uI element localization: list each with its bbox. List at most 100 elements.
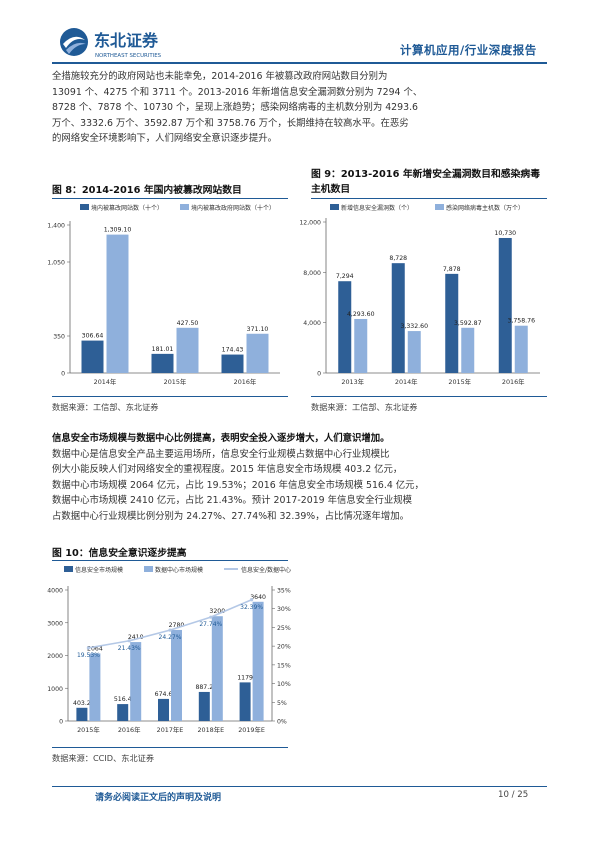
page-number: 10 / 25 <box>498 790 529 800</box>
bar-value-label: 3640 <box>250 594 266 601</box>
x-tick-label: 2016年 <box>234 377 257 386</box>
fig10-title: 图 10：信息安全意识逐步提高 <box>52 548 187 559</box>
line-value-label: 24.27% <box>159 634 182 641</box>
fig9-source: 数据来源：工信部、东北证券 <box>311 402 418 412</box>
line-value-label: 27.74% <box>199 621 222 628</box>
y2-tick-label: 35% <box>277 588 291 595</box>
bar-value-label: 3,758.76 <box>507 318 535 325</box>
bar-value-label: 887.2 <box>195 684 213 691</box>
bar-value-label: 10,730 <box>494 230 516 237</box>
bar <box>130 642 142 721</box>
x-tick-label: 2015年 <box>77 725 100 734</box>
paragraph-line: 的网络安全环境影响下，人们网络安全意识逐步提升。 <box>52 133 278 145</box>
footer-divider <box>52 786 547 787</box>
bar-value-label: 7,878 <box>443 266 461 273</box>
fig9-chart: 新增信息安全漏洞数（个） 感染网络病毒主机数（万个） 0 4,000 8,000 12,0… <box>300 204 540 386</box>
fig8-chart: 境内被篡改网站数（十个） 境内被篡改政府网站数（十个） 0 350 1,050 1,400… <box>47 204 280 386</box>
logo-cn-text: 东北证券 <box>94 31 159 50</box>
legend-swatch <box>435 204 444 210</box>
bar-value-label: 8,728 <box>389 255 407 262</box>
y-tick-label: 0 <box>61 371 65 378</box>
paragraph-line: 数据中心市场规模 2064 亿元，占比 19.53%；2016 年信息安全市场规… <box>52 479 424 491</box>
y-tick-label: 0 <box>317 371 321 378</box>
bar <box>89 653 101 721</box>
legend-swatch <box>80 204 89 210</box>
logo-emblem-icon <box>60 28 88 56</box>
bar-value-label: 3,592.87 <box>454 320 482 327</box>
bar-value-label: 306.64 <box>82 333 104 340</box>
market-paragraph: 信息安全市场规模与数据中心比例提高，表明安全投入逐步增大，人们意识增加。 数据中… <box>52 431 547 525</box>
fig9-bottom-rule <box>311 396 547 397</box>
legend-swatch <box>180 204 189 210</box>
fig8-bottom-rule <box>52 396 288 397</box>
y-tick-label: 4,000 <box>303 320 321 327</box>
footer-disclaimer: 请务必阅读正文后的声明及说明 <box>95 793 222 803</box>
bar-value-label: 181.01 <box>152 346 174 353</box>
bar-value-label: 2410 <box>128 634 144 641</box>
bar <box>151 353 174 373</box>
bar <box>391 263 405 373</box>
bar-value-label: 2064 <box>87 645 103 652</box>
fig9-title: 图 9：2013-2016 年新增安全漏洞数目和感染病毒 <box>311 169 540 180</box>
paragraph-line: 占数据中心行业规模比例分别为 24.27%、27.74%和 32.39%，占比情… <box>52 510 409 522</box>
bar-value-label: 427.50 <box>177 320 199 327</box>
legend-swatch <box>330 204 339 210</box>
x-tick-label: 2015年 <box>448 377 471 386</box>
legend-label: 境内被篡改政府网站数（十个） <box>191 204 275 212</box>
bar <box>239 682 251 721</box>
bar <box>445 273 459 373</box>
bar <box>171 629 182 721</box>
bar-value-label: 516.4 <box>114 696 132 703</box>
paragraph-line: 例大小能反映人们对网络安全的重视程度。2015 年信息安全市场规模 403.2 … <box>52 464 403 476</box>
x-tick-label: 2017年E <box>157 725 184 734</box>
y2-tick-label: 25% <box>277 625 291 632</box>
logo-en-text: NORTHEAST SECURITIES <box>95 53 162 59</box>
line-value-label: 21.43% <box>118 645 141 652</box>
y2-tick-label: 20% <box>277 644 291 651</box>
y2-tick-label: 0% <box>277 719 287 726</box>
x-tick-label: 2015年 <box>164 377 187 386</box>
legend-label: 数据中心市场规模 <box>155 566 203 574</box>
bar <box>211 616 223 721</box>
bar-value-label: 4,293.60 <box>347 311 375 318</box>
bar <box>354 318 368 373</box>
y-tick-label: 4000 <box>47 588 63 595</box>
x-tick-label: 2014年 <box>94 377 117 386</box>
x-tick-label: 2016年 <box>118 725 141 734</box>
line-point <box>168 628 172 632</box>
legend-label: 信息安全/数据中心 <box>241 566 291 574</box>
line-point <box>250 598 254 602</box>
paragraph-line: 数据中心市场规模 2410 亿元，占比 21.43%。预计 2017-2019 … <box>52 495 412 507</box>
fig10-chart: 信息安全市场规模 数据中心市场规模 信息安全/数据中心 0 1000 2000 3000 40… <box>47 566 291 734</box>
x-tick-label: 2014年 <box>395 377 418 386</box>
legend-swatch <box>64 566 73 572</box>
bar-value-label: 403.2 <box>73 700 91 707</box>
y-tick-label: 8,000 <box>303 270 321 277</box>
y-tick-label: 2000 <box>47 653 63 660</box>
bar-value-label: 1179 <box>237 674 253 681</box>
bar <box>338 281 352 373</box>
line-point <box>127 639 131 643</box>
paragraph-line: 万个、3332.6 万个、3592.87 万个和 3758.76 万个，长期维持… <box>52 117 409 129</box>
line-point <box>209 615 213 619</box>
bar <box>158 698 169 721</box>
bar-value-label: 3,332.60 <box>400 323 428 330</box>
bar-value-label: 371.10 <box>247 326 269 333</box>
bar <box>81 340 104 373</box>
legend-label: 感染网络病毒主机数（万个） <box>446 204 524 212</box>
fig9-title-rule <box>311 198 547 199</box>
paragraph-line: 13091 个、4275 个和 3711 个。2013-2016 年新增信息安全… <box>52 86 423 98</box>
company-logo: 东北证券 NORTHEAST SECURITIES <box>58 26 198 66</box>
fig8-source: 数据来源：工信部、东北证券 <box>52 402 159 412</box>
paragraph-line: 全措施较充分的政府网站也未能幸免，2014-2016 年被篡改政府网站数目分别为 <box>52 71 388 82</box>
y2-tick-label: 10% <box>277 681 291 688</box>
bar <box>76 707 88 721</box>
fig10-source: 数据来源：CCID、东北证券 <box>52 753 155 763</box>
legend-label: 新增信息安全漏洞数（个） <box>341 204 413 212</box>
legend-label: 信息安全市场规模 <box>75 566 123 574</box>
x-tick-label: 2013年 <box>341 377 364 386</box>
line-point <box>86 646 90 650</box>
y-tick-label: 0 <box>59 719 63 726</box>
paragraph-line: 数据中心是信息安全产品主要运用场所，信息安全行业规模占数据中心行业规模比 <box>52 448 390 460</box>
bar <box>176 327 199 373</box>
